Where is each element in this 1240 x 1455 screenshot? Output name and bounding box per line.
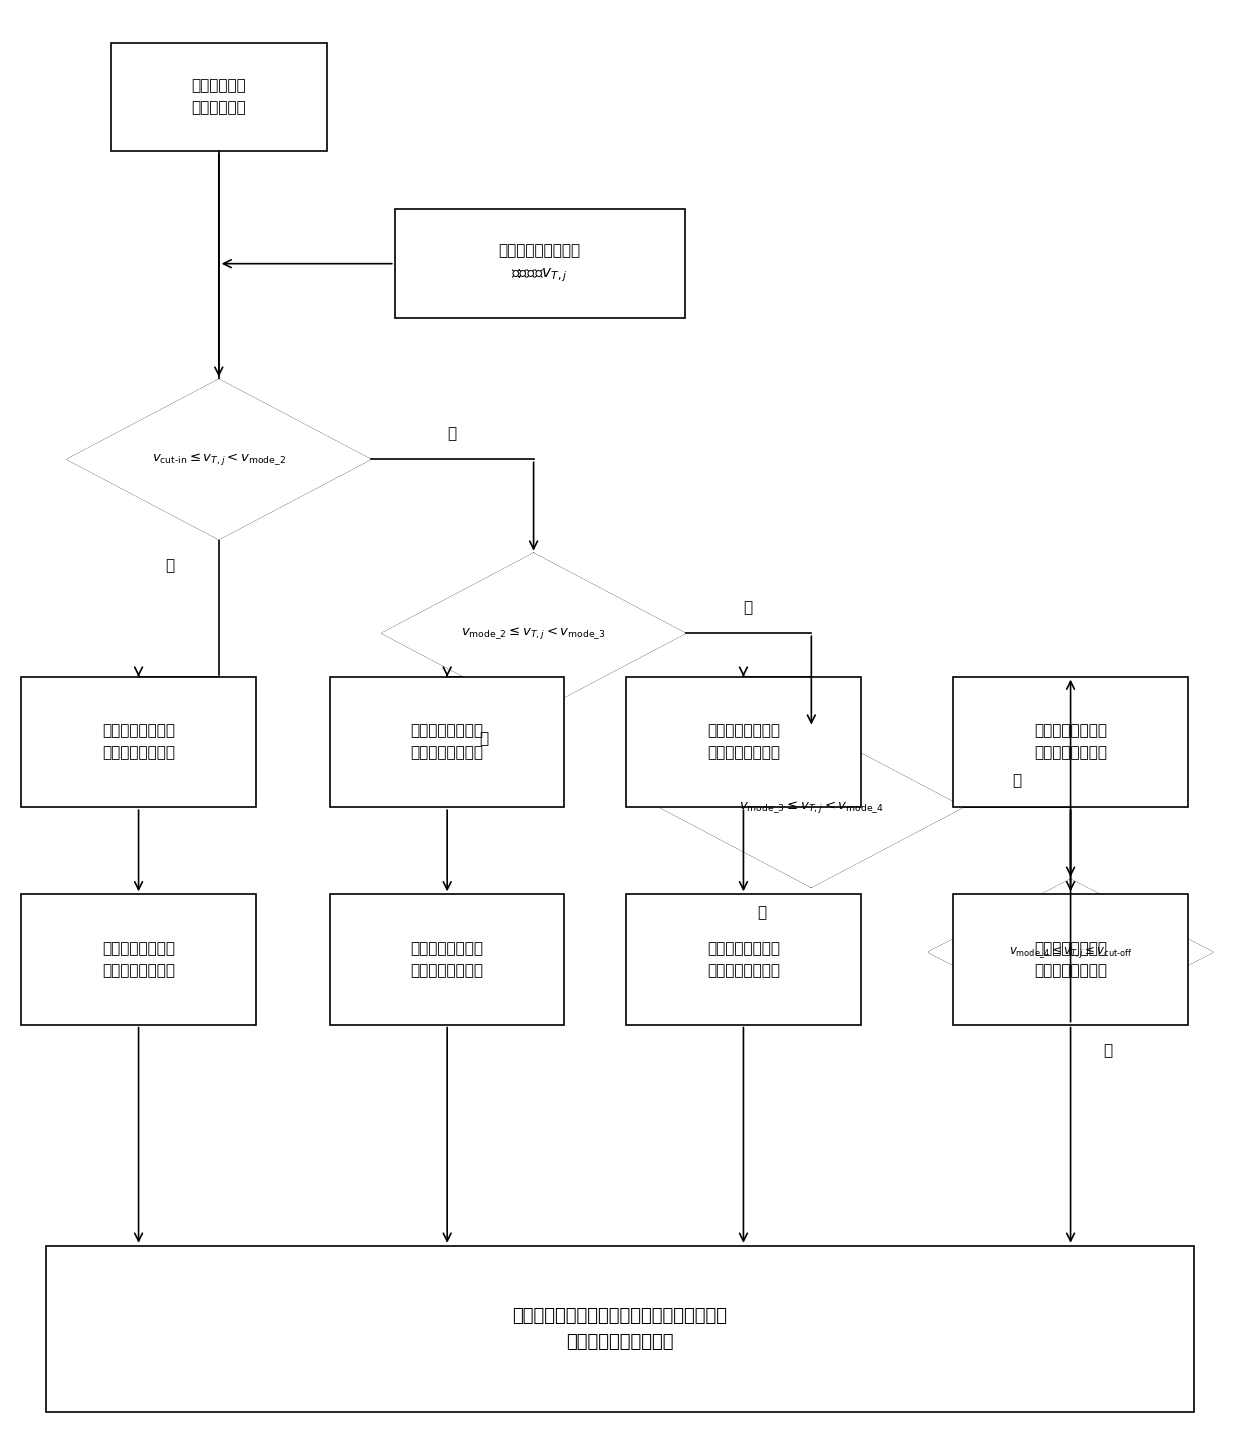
Text: 判定机组工作于辅
助调频服务方式三: 判定机组工作于辅 助调频服务方式三 — [707, 723, 780, 761]
Text: 判定机组工作于辅
助调频服务方式四: 判定机组工作于辅 助调频服务方式四 — [1034, 723, 1107, 761]
FancyBboxPatch shape — [46, 1245, 1194, 1413]
Text: 是: 是 — [1104, 1043, 1112, 1058]
Text: $v_{\rm mode\_3} \leq v_{T,j} < v_{\rm mode\_4}$: $v_{\rm mode\_3} \leq v_{T,j} < v_{\rm m… — [739, 799, 884, 815]
Text: $v_{\rm mode\_2} \leq v_{T,j} < v_{\rm mode\_3}$: $v_{\rm mode\_2} \leq v_{T,j} < v_{\rm m… — [461, 626, 606, 642]
Text: $v_{\rm mode\_4} \leq v_{T,j} \leq v_{\rm cut\text{-}off}$: $v_{\rm mode\_4} \leq v_{T,j} \leq v_{\r… — [1009, 944, 1132, 960]
FancyBboxPatch shape — [330, 677, 564, 808]
FancyBboxPatch shape — [626, 895, 861, 1024]
Text: 是: 是 — [165, 557, 174, 573]
Text: 将工作于方式四的
机组划分至机群四: 将工作于方式四的 机组划分至机群四 — [1034, 941, 1107, 978]
FancyBboxPatch shape — [110, 42, 327, 151]
FancyBboxPatch shape — [330, 895, 564, 1024]
Polygon shape — [929, 880, 1213, 1024]
Text: 判定机组工作于辅
助调频服务方式一: 判定机组工作于辅 助调频服务方式一 — [102, 723, 175, 761]
Polygon shape — [382, 553, 684, 713]
FancyBboxPatch shape — [21, 895, 255, 1024]
Text: 将工作于方式二的
机组划分至机群二: 将工作于方式二的 机组划分至机群二 — [410, 941, 484, 978]
FancyBboxPatch shape — [954, 895, 1188, 1024]
Text: 否: 否 — [1012, 774, 1021, 789]
Text: 计算等值模型参数，建立计及辅助调频服务的
双馈风电场的等值模型: 计算等值模型参数，建立计及辅助调频服务的 双馈风电场的等值模型 — [512, 1307, 728, 1352]
Text: 否: 否 — [448, 426, 456, 441]
Polygon shape — [68, 380, 370, 538]
Text: 将工作于方式一的
机组划分至机群一: 将工作于方式一的 机组划分至机群一 — [102, 941, 175, 978]
FancyBboxPatch shape — [394, 210, 684, 319]
FancyBboxPatch shape — [626, 677, 861, 808]
Text: 判定机组工作于辅
助调频服务方式二: 判定机组工作于辅 助调频服务方式二 — [410, 723, 484, 761]
Text: 是: 是 — [758, 905, 766, 921]
Text: $v_{\rm cut\text{-}in} \leq v_{T,j} < v_{\rm mode\_2}$: $v_{\rm cut\text{-}in} \leq v_{T,j} < v_… — [151, 451, 285, 467]
Text: 否: 否 — [744, 599, 753, 614]
Polygon shape — [660, 728, 962, 888]
Text: 随机产生各台机组的
输入风速$v_{T,j}$: 随机产生各台机组的 输入风速$v_{T,j}$ — [498, 243, 580, 284]
Text: 是: 是 — [480, 732, 489, 746]
Text: 将工作于方式三的
机组划分至机群三: 将工作于方式三的 机组划分至机群三 — [707, 941, 780, 978]
FancyBboxPatch shape — [954, 677, 1188, 808]
FancyBboxPatch shape — [21, 677, 255, 808]
Text: 搭建双馈风电
场的详细模型: 搭建双馈风电 场的详细模型 — [191, 79, 247, 115]
